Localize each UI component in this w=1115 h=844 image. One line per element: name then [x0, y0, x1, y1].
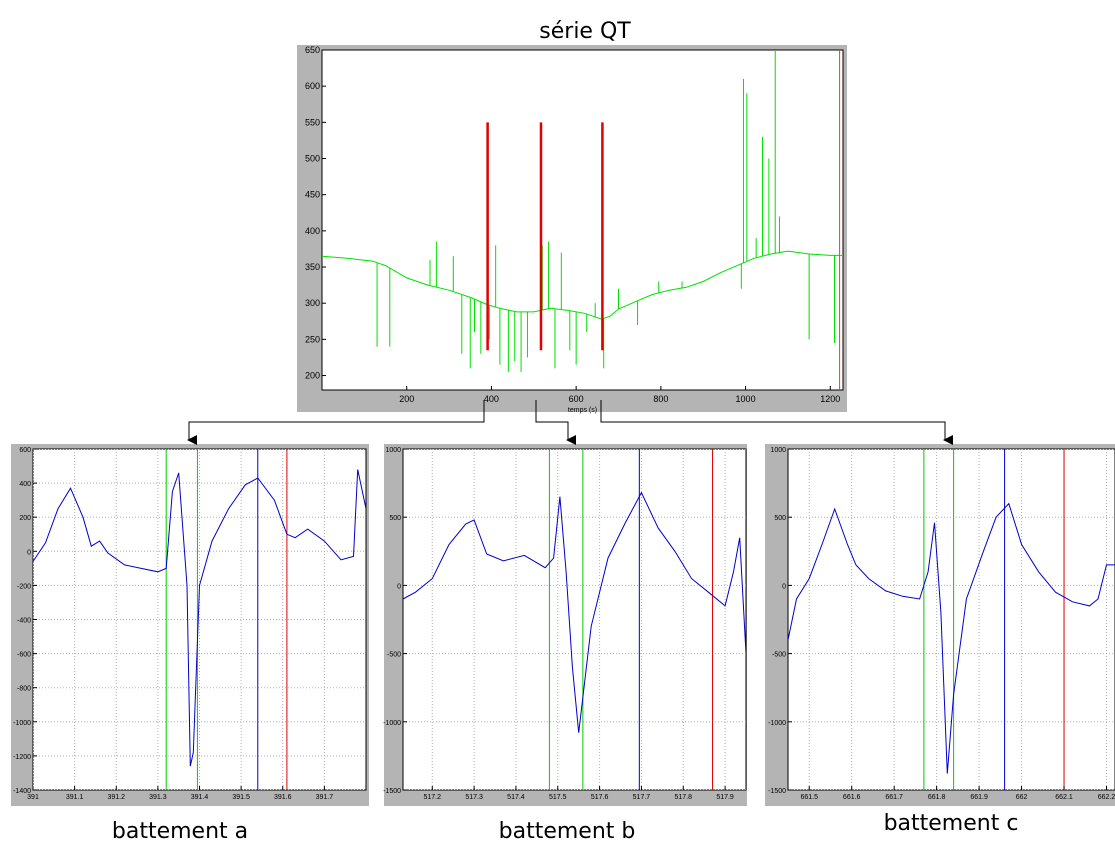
qt-plot-area — [321, 49, 844, 391]
qt-ytick-label: 550 — [305, 117, 320, 127]
a-ytick-label: -1200 — [13, 754, 31, 761]
qt-xtick-label: 600 — [569, 394, 584, 404]
a-ytick-label: 200 — [19, 515, 31, 522]
qt-title: série QT — [539, 19, 631, 44]
a-ytick-label: -200 — [17, 583, 31, 590]
qt-ytick-label: 500 — [305, 154, 320, 164]
c-plot-area — [787, 448, 1115, 791]
qt-ytick-label: 400 — [305, 226, 320, 236]
qt-series-panel: 200 250 300 350 400 450 500 550 600 650 200 400 600 8… — [297, 45, 847, 414]
a-xtick-label: 391.2 — [107, 794, 125, 801]
a-ytick-label: -1400 — [13, 788, 31, 795]
a-xtick-label: 391.4 — [191, 794, 209, 801]
beat-b-panel: -1500 -1000 -500 0 500 1000 517.2 517.3 517.4 517… — [383, 444, 747, 806]
beat-c-panel: -1500 -1000 -500 0 500 1000 661.5 661.6 661.7 661… — [765, 444, 1115, 806]
b-xtick-label: 517.4 — [507, 794, 525, 801]
b-xtick-label: 517.9 — [716, 794, 734, 801]
c-ytick-label: -1500 — [768, 788, 786, 795]
qt-xtick-label: 1200 — [820, 394, 840, 404]
a-xtick-label: 391.6 — [274, 794, 292, 801]
qt-plot-content — [322, 50, 843, 390]
b-xtick-label: 517.7 — [633, 794, 651, 801]
b-ytick-label: 500 — [389, 515, 401, 522]
qt-xtick-label: 1000 — [736, 394, 756, 404]
connectors — [187, 400, 953, 445]
qt-ytick-label: 350 — [305, 262, 320, 272]
b-xtick-label: 517.6 — [591, 794, 609, 801]
b-xtick-label: 517.8 — [674, 794, 692, 801]
a-ytick-label: 0 — [27, 549, 31, 556]
a-plot-content — [33, 449, 366, 790]
b-xtick-label: 517.2 — [424, 794, 442, 801]
qt-ytick-label: 650 — [305, 45, 320, 55]
c-ytick-label: 0 — [782, 583, 786, 590]
c-xtick-label: 662 — [1016, 794, 1028, 801]
a-xtick-label: 391 — [27, 794, 39, 801]
qt-ytick-label: 300 — [305, 298, 320, 308]
qt-xtick-label: 200 — [399, 394, 414, 404]
b-ytick-label: 1000 — [385, 447, 401, 454]
qt-xtick-label: 400 — [484, 394, 499, 404]
c-ytick-label: 500 — [774, 515, 786, 522]
qt-xlabel: temps (s) — [568, 407, 597, 414]
c-xtick-label: 662.1 — [1055, 794, 1073, 801]
c-plot-content — [788, 449, 1115, 790]
a-xtick-label: 391.3 — [149, 794, 167, 801]
a-series-line — [33, 469, 366, 767]
c-ytick-label: -500 — [772, 652, 786, 659]
c-xtick-label: 661.7 — [885, 794, 903, 801]
qt-ytick-label: 250 — [305, 334, 320, 344]
beat-a-panel: -1400 -1200 -1000 -800 -600 -400 -200 0 200 400 60… — [11, 444, 369, 806]
a-xtick-label: 391.7 — [316, 794, 334, 801]
a-ytick-label: -800 — [17, 686, 31, 693]
b-plot-content — [403, 449, 746, 790]
a-ytick-label: 600 — [19, 447, 31, 454]
b-series-line — [403, 491, 746, 733]
c-xtick-label: 661.5 — [800, 794, 818, 801]
qt-ytick-label: 600 — [305, 81, 320, 91]
a-ytick-label: -400 — [17, 618, 31, 625]
a-xtick-label: 391.1 — [66, 794, 84, 801]
qt-ytick-label: 450 — [305, 190, 320, 200]
qt-ytick-label: 200 — [305, 371, 320, 381]
connector-c — [600, 400, 953, 445]
b-ytick-label: -1000 — [383, 720, 401, 727]
qt-xtick-label: 800 — [653, 394, 668, 404]
c-ytick-label: -1000 — [768, 720, 786, 727]
a-xtick-label: 391.5 — [232, 794, 250, 801]
b-ytick-label: 0 — [397, 583, 401, 590]
c-xtick-label: 662.2 — [1098, 794, 1115, 801]
a-ytick-label: -600 — [17, 652, 31, 659]
connector-a — [187, 400, 485, 445]
c-xtick-label: 661.8 — [928, 794, 946, 801]
b-plot-area — [402, 448, 747, 791]
c-xtick-label: 661.9 — [970, 794, 988, 801]
c-xtick-label: 661.6 — [843, 794, 861, 801]
b-ytick-label: -1500 — [383, 788, 401, 795]
b-xtick-label: 517.3 — [465, 794, 483, 801]
beat-a-caption: battement a — [112, 819, 248, 844]
c-series-line — [788, 502, 1115, 774]
a-ytick-label: -1000 — [13, 720, 31, 727]
b-xtick-label: 517.5 — [549, 794, 567, 801]
b-ytick-label: -500 — [387, 652, 401, 659]
a-ytick-label: 400 — [19, 481, 31, 488]
c-ytick-label: 1000 — [770, 447, 786, 454]
beat-b-caption: battement b — [499, 819, 636, 844]
beat-c-caption: battement c — [884, 811, 1019, 836]
connector-b — [535, 400, 576, 445]
